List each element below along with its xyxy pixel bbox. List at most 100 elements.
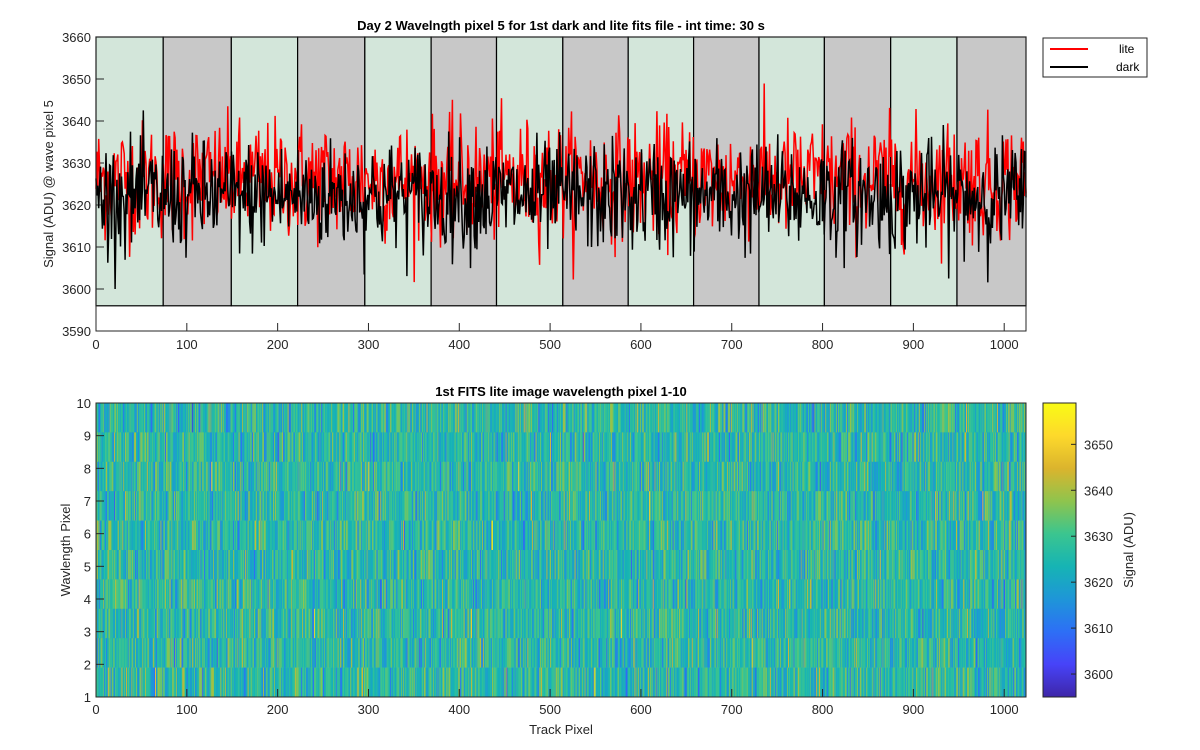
heatmap-cell <box>280 461 282 492</box>
heatmap-cell <box>834 432 836 463</box>
heatmap-cell <box>108 491 110 521</box>
heatmap-cell <box>690 432 693 463</box>
heatmap-cell <box>225 403 228 433</box>
heatmap-cell <box>549 491 551 521</box>
heatmap-cell <box>742 491 744 521</box>
heatmap-cell <box>189 461 191 492</box>
heatmap-cell <box>333 432 336 463</box>
heatmap-cell <box>654 491 656 521</box>
heatmap-cell <box>351 432 353 463</box>
heatmap-cell <box>314 403 317 433</box>
heatmap-cell <box>245 403 248 433</box>
heatmap-cell <box>689 432 691 463</box>
heatmap-cell <box>199 520 201 551</box>
heatmap-cell <box>124 432 126 463</box>
heatmap-cell <box>398 432 400 463</box>
heatmap-cell <box>459 491 461 521</box>
heatmap-cell <box>663 491 665 521</box>
heatmap-cell <box>273 403 275 433</box>
heatmap-cell <box>533 403 536 433</box>
heatmap-cell <box>377 403 379 433</box>
heatmap-cell <box>986 461 988 492</box>
heatmap-cell <box>411 491 413 521</box>
y-tick-label: 3610 <box>62 240 91 255</box>
heatmap-cell <box>349 461 351 492</box>
heatmap-cell <box>344 491 347 521</box>
heatmap-cell <box>189 491 191 521</box>
heatmap-cell <box>962 432 964 463</box>
heatmap-cell <box>142 403 144 433</box>
heatmap-cell <box>688 403 690 433</box>
heatmap-cell <box>382 491 384 521</box>
heatmap-cell <box>779 491 782 521</box>
heatmap-cell <box>394 461 397 492</box>
heatmap-cell <box>748 432 750 463</box>
heatmap-cell <box>900 432 902 463</box>
heatmap-cell <box>580 432 583 463</box>
heatmap-cell <box>121 403 123 433</box>
heatmap-cell <box>394 491 397 521</box>
heatmap-cell <box>911 461 913 492</box>
heatmap-cell <box>589 432 591 463</box>
heatmap-cell <box>1019 432 1021 463</box>
heatmap-cell <box>444 491 447 521</box>
heatmap-cell <box>188 520 190 551</box>
heatmap-cell <box>930 432 932 463</box>
heatmap-cell <box>297 520 299 551</box>
heatmap-cell <box>551 491 554 521</box>
heatmap-cell <box>1015 432 1017 463</box>
heatmap-cell <box>486 491 488 521</box>
heatmap-cell <box>164 491 166 521</box>
heatmap-cell <box>165 491 168 521</box>
heatmap-cell <box>752 461 754 492</box>
heatmap-cell <box>373 520 375 551</box>
heatmap-cell <box>104 403 106 433</box>
heatmap-cell <box>166 520 169 551</box>
heatmap-cell <box>935 491 937 521</box>
heatmap-cell <box>124 520 126 551</box>
heatmap-cell <box>312 432 314 463</box>
heatmap-cell <box>274 491 276 521</box>
heatmap-cell <box>548 432 550 463</box>
heatmap-cell <box>996 432 998 463</box>
heatmap-cell <box>761 403 763 433</box>
heatmap-cell <box>467 461 469 492</box>
heatmap-cell <box>339 491 341 521</box>
heatmap-cell <box>200 520 202 551</box>
heatmap-cell <box>422 461 425 492</box>
heatmap-cell <box>595 432 597 463</box>
heatmap-cell <box>297 403 299 433</box>
heatmap-cell <box>131 403 133 433</box>
heatmap-cell <box>370 491 372 521</box>
heatmap-cell <box>429 432 431 463</box>
heatmap-cell <box>323 432 325 463</box>
heatmap-cell <box>294 461 297 492</box>
heatmap-cell <box>453 491 456 521</box>
heatmap-cell <box>250 432 252 463</box>
heatmap-cell <box>485 403 487 433</box>
heatmap-cell <box>659 432 661 463</box>
heatmap-cell <box>600 461 602 492</box>
heatmap-cell <box>976 432 979 463</box>
heatmap-cell <box>799 432 802 463</box>
heatmap-cell <box>191 403 193 433</box>
heatmap-cell <box>675 403 677 433</box>
heatmap-cell <box>233 432 235 463</box>
heatmap-cell <box>857 491 860 521</box>
heatmap-cell <box>286 520 288 551</box>
heatmap-cell <box>240 491 242 521</box>
heatmap-cell <box>170 491 172 521</box>
heatmap-cell <box>116 432 119 463</box>
heatmap-cell <box>490 461 492 492</box>
heatmap-cell <box>314 491 317 521</box>
heatmap-cell <box>438 432 440 463</box>
heatmap-cell <box>600 403 602 433</box>
heatmap-cell <box>521 403 523 433</box>
heatmap-cell <box>162 491 164 521</box>
heatmap-cell <box>293 491 296 521</box>
heatmap-cell <box>493 403 496 433</box>
heatmap-cell <box>391 461 393 492</box>
heatmap-cell <box>879 432 882 463</box>
heatmap-cell <box>194 461 197 492</box>
heatmap-cell <box>804 432 806 463</box>
